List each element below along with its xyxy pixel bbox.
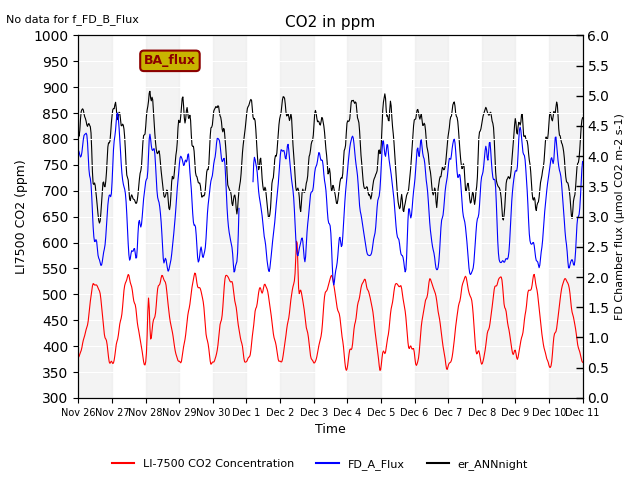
Bar (146, 36, 179, 398)
Y-axis label: LI7500 CO2 (ppm): LI7500 CO2 (ppm) (15, 159, 28, 274)
Bar (482, 36, 515, 398)
Bar (213, 36, 246, 398)
Bar (79, 36, 112, 398)
Text: No data for f_FD_B_Flux: No data for f_FD_B_Flux (6, 14, 140, 25)
Bar (348, 36, 381, 398)
Bar (549, 36, 582, 398)
Legend: LI-7500 CO2 Concentration, FD_A_Flux, er_ANNnight: LI-7500 CO2 Concentration, FD_A_Flux, er… (108, 455, 532, 474)
X-axis label: Time: Time (315, 423, 346, 436)
Y-axis label: FD Chamber flux (μmol CO2 m-2 s-1): FD Chamber flux (μmol CO2 m-2 s-1) (615, 113, 625, 320)
Bar (280, 36, 314, 398)
Title: CO2 in ppm: CO2 in ppm (285, 15, 376, 30)
Text: BA_flux: BA_flux (144, 54, 196, 67)
Bar (415, 36, 448, 398)
